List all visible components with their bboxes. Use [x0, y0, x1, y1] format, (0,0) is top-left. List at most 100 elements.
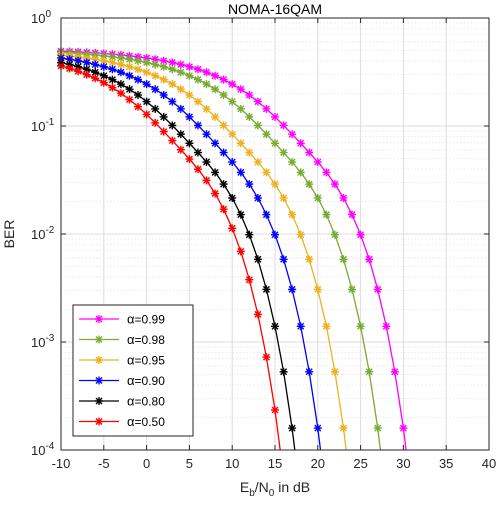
data-point [313, 424, 322, 433]
marker-stroke [108, 84, 116, 92]
data-point [271, 230, 279, 239]
data-point [185, 91, 194, 99]
marker-stroke [228, 158, 236, 166]
data-point [245, 230, 254, 239]
marker-stroke [245, 91, 253, 99]
marker-stroke [245, 113, 253, 121]
marker-stroke [100, 57, 108, 65]
marker-stroke [262, 285, 270, 293]
marker-stroke [314, 158, 322, 166]
data-point [253, 194, 262, 202]
data-point [176, 85, 185, 94]
marker-stroke [220, 149, 228, 156]
data-point [279, 148, 288, 157]
data-point [253, 255, 262, 264]
marker-stroke [220, 76, 228, 84]
data-point [176, 130, 185, 139]
marker-stroke [245, 231, 253, 239]
legend-label-prefix: α [127, 312, 135, 327]
marker-stroke [194, 76, 202, 84]
marker-stroke [271, 406, 279, 414]
data-point [116, 89, 125, 98]
data-point [271, 112, 279, 121]
legend-label-prefix: α [127, 373, 135, 388]
marker-stroke [177, 130, 185, 138]
marker-stroke [185, 113, 193, 121]
marker-stroke [74, 67, 82, 75]
data-point [142, 68, 151, 77]
x-tick-label: 15 [268, 456, 282, 471]
marker-stroke [237, 211, 245, 219]
data-point [142, 58, 151, 67]
data-point [211, 168, 220, 177]
x-axis-label-base: E [240, 479, 249, 495]
marker-stroke [245, 276, 253, 284]
marker-stroke [91, 55, 99, 63]
data-point [339, 424, 348, 433]
data-point [185, 155, 194, 164]
y-tick-label: 100 [31, 9, 51, 26]
data-point [134, 91, 142, 99]
data-point [262, 104, 271, 113]
data-point [305, 367, 314, 376]
y-tick-label-base: 10 [31, 11, 45, 26]
legend-label: α=0.80 [127, 394, 165, 409]
marker-stroke [245, 149, 253, 156]
data-point [142, 110, 151, 119]
data-point [262, 210, 271, 219]
legend-label: α=0.99 [127, 312, 165, 327]
marker-stroke [288, 285, 296, 293]
legend-label-value: =0.98 [135, 333, 166, 347]
marker-stroke [66, 65, 74, 72]
marker-stroke [262, 211, 270, 219]
legend-label-prefix: α [127, 332, 135, 347]
marker-stroke [126, 96, 133, 104]
marker-stroke [117, 89, 125, 97]
data-point [211, 112, 220, 121]
legend: α=0.99α=0.98α=0.95α=0.90α=0.80α=0.50 [72, 304, 194, 437]
marker-stroke [83, 59, 91, 66]
data-point [253, 97, 262, 106]
data-point [151, 60, 160, 69]
marker-stroke [126, 63, 133, 71]
data-point [373, 285, 382, 294]
marker-stroke [168, 98, 176, 106]
data-point [108, 75, 117, 84]
marker-stroke [305, 149, 313, 156]
marker-stroke [134, 57, 142, 65]
x-tick-label: -5 [98, 456, 110, 471]
data-point [296, 139, 305, 148]
data-point [348, 210, 356, 219]
marker-stroke [220, 180, 228, 188]
data-point [313, 285, 322, 294]
marker-stroke [288, 158, 296, 166]
data-point [185, 139, 194, 148]
data-point [365, 367, 374, 376]
data-point [296, 230, 305, 239]
data-point [134, 56, 142, 65]
data-point [279, 255, 288, 264]
marker-stroke [95, 315, 103, 323]
marker-stroke [314, 424, 322, 432]
x-tick-label: 25 [353, 456, 367, 471]
data-point [202, 176, 211, 185]
y-tick-label: 10-1 [31, 117, 55, 134]
data-point [116, 68, 125, 77]
marker-stroke [365, 368, 373, 376]
marker-stroke [237, 105, 245, 113]
data-point [159, 127, 168, 136]
data-point [271, 139, 279, 148]
marker-stroke [228, 80, 236, 88]
marker-stroke [262, 168, 270, 176]
marker-stroke [220, 121, 228, 129]
data-point [168, 97, 177, 106]
data-point [271, 322, 279, 331]
x-tick-label: 10 [225, 456, 239, 471]
legend-label-value: =0.95 [135, 354, 166, 368]
marker-stroke [168, 65, 176, 73]
marker-stroke [160, 76, 168, 84]
marker-stroke [322, 322, 330, 330]
data-point [356, 322, 365, 331]
legend-label: α=0.90 [127, 373, 165, 388]
x-tick-label: 5 [186, 456, 193, 471]
